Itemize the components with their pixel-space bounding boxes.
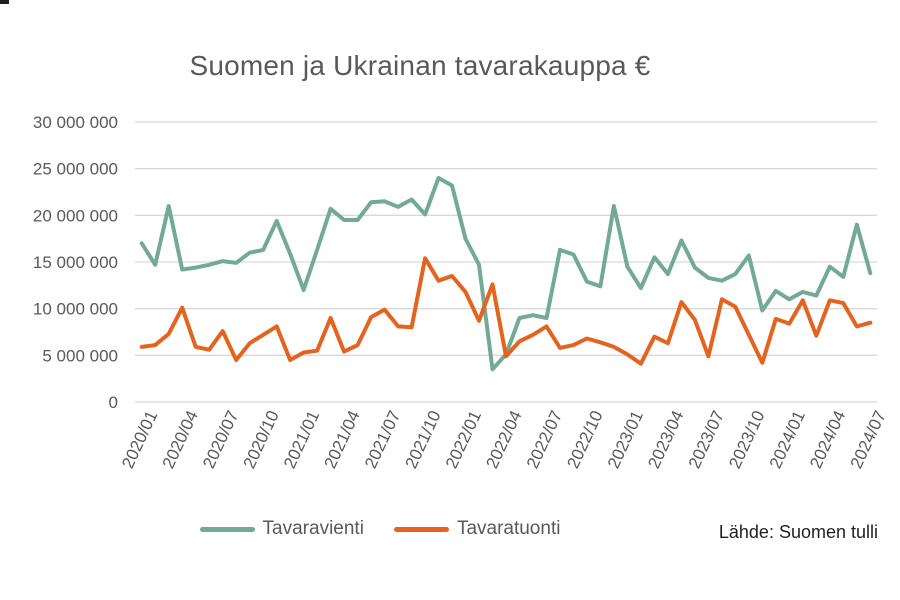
chart-title: Suomen ja Ukrainan tavarakauppa € xyxy=(189,50,651,81)
x-axis-tick-label: 2020/10 xyxy=(240,408,283,472)
export-series-swatch-icon xyxy=(199,526,255,532)
chart-legend: Tavaravienti Tavaratuonti xyxy=(0,518,760,540)
x-axis-tick-label: 2024/04 xyxy=(806,408,849,472)
legend-item-tavaravienti: Tavaravienti xyxy=(199,518,364,540)
x-axis-tick-label: 2022/10 xyxy=(563,408,606,472)
x-axis-tick-label: 2022/04 xyxy=(482,408,525,472)
x-axis-tick-label: 2022/01 xyxy=(442,408,485,472)
x-axis-tick-label: 2020/01 xyxy=(118,408,161,472)
y-axis-tick-label: 30 000 000 xyxy=(33,113,118,132)
legend-label-tavaratuonti: Tavaratuonti xyxy=(456,518,561,539)
y-axis-tick-label: 25 000 000 xyxy=(33,160,118,179)
x-axis-tick-label: 2021/07 xyxy=(361,408,404,472)
x-axis-tick-label: 2023/04 xyxy=(644,408,687,472)
y-axis-tick-label: 0 xyxy=(109,393,118,412)
x-axis-tick-label: 2022/07 xyxy=(523,408,566,472)
x-axis-tick-label: 2020/04 xyxy=(159,408,202,472)
import-series-line xyxy=(139,256,873,366)
import-series-swatch-icon xyxy=(393,526,449,532)
y-axis-tick-label: 15 000 000 xyxy=(33,253,118,272)
y-axis-tick-label: 10 000 000 xyxy=(33,300,118,319)
x-axis-tick-label: 2024/07 xyxy=(847,408,890,472)
x-axis-tick-label: 2023/01 xyxy=(604,408,647,472)
x-axis-tick-label: 2021/04 xyxy=(321,408,364,472)
source-note: Lähde: Suomen tulli xyxy=(718,522,878,542)
x-axis-tick-label: 2023/07 xyxy=(685,408,728,472)
legend-label-tavaravienti: Tavaravienti xyxy=(262,518,364,539)
x-axis-tick-label: 2021/01 xyxy=(280,408,323,472)
x-axis-tick-label: 2020/07 xyxy=(199,408,242,472)
corner-artifact xyxy=(0,0,9,4)
x-axis-tick-label: 2024/01 xyxy=(766,408,809,472)
x-axis-tick-label: 2021/10 xyxy=(401,408,444,472)
y-axis-tick-label: 20 000 000 xyxy=(33,206,118,225)
legend-item-tavaratuonti: Tavaratuonti xyxy=(393,518,561,540)
y-axis-tick-label: 5 000 000 xyxy=(42,346,118,365)
x-axis-tick-label: 2023/10 xyxy=(725,408,768,472)
